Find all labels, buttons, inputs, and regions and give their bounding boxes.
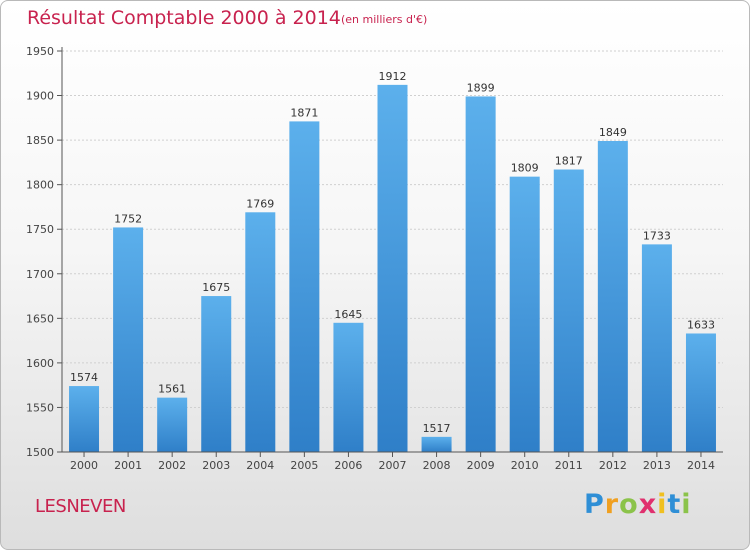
x-tick-label: 2012: [599, 459, 627, 472]
data-label: 1899: [467, 81, 495, 94]
x-tick-label: 2010: [511, 459, 539, 472]
chart-subtitle: (en milliers d'€): [341, 13, 428, 26]
bar: [245, 212, 276, 452]
data-label: 1817: [555, 155, 583, 168]
y-tick-label: 1700: [26, 268, 54, 281]
y-tick-label: 1750: [26, 223, 54, 236]
x-tick-label: 2002: [158, 459, 186, 472]
data-label: 1517: [423, 422, 451, 435]
bar: [69, 386, 100, 452]
bars: 1574 1752 1561 1675 1769 1871 1645 1912 1517 1899…: [69, 70, 716, 453]
bar: [465, 96, 496, 453]
data-label: 1752: [114, 212, 142, 225]
bar: [685, 333, 716, 452]
logo-letter: o: [619, 489, 639, 520]
data-label: 1871: [290, 106, 318, 119]
bar: [157, 397, 188, 452]
logo-letter: x: [638, 489, 658, 520]
x-tick-label: 2009: [467, 459, 495, 472]
data-label: 1633: [687, 318, 715, 331]
x-tick-label: 2006: [334, 459, 362, 472]
y-tick-label: 1900: [26, 90, 54, 103]
data-label: 1645: [334, 308, 362, 321]
y-tick-label: 1600: [26, 357, 54, 370]
data-label: 1675: [202, 281, 230, 294]
logo-letter: i: [681, 489, 692, 520]
logo-letter: t: [667, 489, 682, 520]
y-tick-label: 1550: [26, 401, 54, 414]
data-label: 1561: [158, 383, 186, 396]
bar: [333, 322, 364, 452]
commune-name: LESNEVEN: [35, 496, 126, 517]
data-label: 1574: [70, 371, 98, 384]
y-tick-label: 1950: [26, 45, 54, 58]
axes: 1500 1550 1600 1650 1700 1750 1800 1850 1900 1950…: [26, 45, 723, 472]
bar: [597, 141, 628, 452]
y-tick-label: 1500: [26, 446, 54, 459]
proxiti-logo: Proxiti: [584, 489, 692, 520]
data-label: 1733: [643, 229, 671, 242]
bar: [113, 227, 144, 452]
y-tick-label: 1850: [26, 134, 54, 147]
data-label: 1912: [379, 70, 407, 83]
logo-letter: P: [584, 489, 605, 520]
data-label: 1769: [246, 197, 274, 210]
x-tick-label: 2001: [114, 459, 142, 472]
bar: [289, 121, 320, 453]
bar: [377, 84, 408, 453]
x-tick-label: 2000: [70, 459, 98, 472]
logo-letter: i: [657, 489, 668, 520]
x-tick-label: 2013: [643, 459, 671, 472]
x-tick-label: 2014: [687, 459, 715, 472]
bar: [201, 296, 232, 452]
bar: [553, 169, 584, 453]
bar: [641, 244, 672, 452]
data-label: 1809: [511, 162, 539, 175]
chart-title: Résultat Comptable 2000 à 2014: [27, 7, 341, 29]
y-tick-label: 1650: [26, 312, 54, 325]
bar: [421, 436, 452, 452]
bar: [509, 176, 540, 452]
logo-letter: r: [604, 489, 620, 520]
x-tick-label: 2011: [555, 459, 583, 472]
x-tick-label: 2005: [290, 459, 318, 472]
x-tick-label: 2008: [423, 459, 451, 472]
x-tick-label: 2004: [246, 459, 274, 472]
x-tick-label: 2003: [202, 459, 230, 472]
y-tick-label: 1800: [26, 179, 54, 192]
x-tick-label: 2007: [379, 459, 407, 472]
data-label: 1849: [599, 126, 627, 139]
